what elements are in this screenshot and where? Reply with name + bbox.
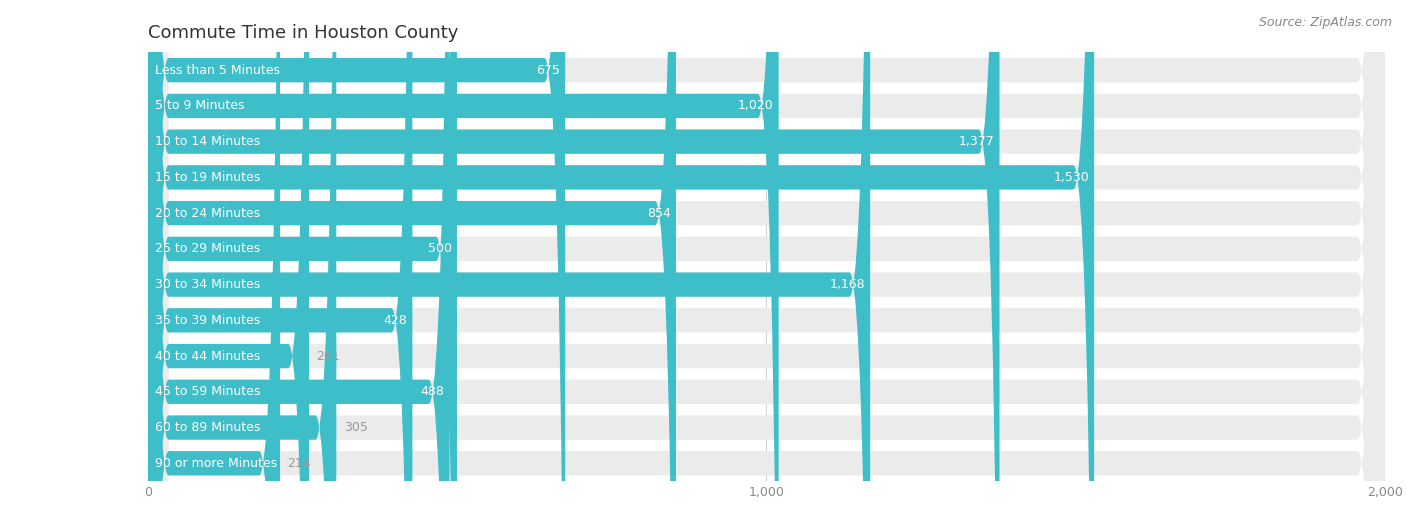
FancyBboxPatch shape <box>148 0 1385 523</box>
Text: 261: 261 <box>316 349 340 362</box>
Text: 30 to 34 Minutes: 30 to 34 Minutes <box>155 278 260 291</box>
Text: Commute Time in Houston County: Commute Time in Houston County <box>148 25 458 42</box>
Text: 305: 305 <box>343 421 367 434</box>
Text: 20 to 24 Minutes: 20 to 24 Minutes <box>155 207 260 220</box>
Text: 60 to 89 Minutes: 60 to 89 Minutes <box>155 421 260 434</box>
FancyBboxPatch shape <box>148 0 1094 523</box>
FancyBboxPatch shape <box>148 0 1000 523</box>
Text: 1,020: 1,020 <box>738 99 773 112</box>
Text: 40 to 44 Minutes: 40 to 44 Minutes <box>155 349 260 362</box>
FancyBboxPatch shape <box>148 0 457 523</box>
FancyBboxPatch shape <box>148 0 309 523</box>
FancyBboxPatch shape <box>148 0 1385 523</box>
Text: 675: 675 <box>536 64 560 77</box>
FancyBboxPatch shape <box>148 0 1385 523</box>
Text: 25 to 29 Minutes: 25 to 29 Minutes <box>155 242 260 255</box>
Text: 15 to 19 Minutes: 15 to 19 Minutes <box>155 171 260 184</box>
Text: 428: 428 <box>384 314 408 327</box>
FancyBboxPatch shape <box>148 0 280 523</box>
Text: 35 to 39 Minutes: 35 to 39 Minutes <box>155 314 260 327</box>
Text: Less than 5 Minutes: Less than 5 Minutes <box>155 64 280 77</box>
Text: 854: 854 <box>647 207 671 220</box>
FancyBboxPatch shape <box>148 0 1385 523</box>
FancyBboxPatch shape <box>148 0 676 523</box>
FancyBboxPatch shape <box>148 0 1385 523</box>
FancyBboxPatch shape <box>148 0 1385 523</box>
FancyBboxPatch shape <box>148 0 1385 523</box>
Text: 500: 500 <box>427 242 451 255</box>
Text: 488: 488 <box>420 385 444 399</box>
Text: 1,168: 1,168 <box>830 278 865 291</box>
Text: 10 to 14 Minutes: 10 to 14 Minutes <box>155 135 260 148</box>
FancyBboxPatch shape <box>148 0 565 523</box>
FancyBboxPatch shape <box>148 0 412 523</box>
Text: 5 to 9 Minutes: 5 to 9 Minutes <box>155 99 245 112</box>
Text: 1,377: 1,377 <box>959 135 994 148</box>
Text: 1,530: 1,530 <box>1053 171 1090 184</box>
FancyBboxPatch shape <box>148 0 336 523</box>
FancyBboxPatch shape <box>148 0 1385 523</box>
FancyBboxPatch shape <box>148 0 1385 523</box>
FancyBboxPatch shape <box>148 0 1385 523</box>
Text: Source: ZipAtlas.com: Source: ZipAtlas.com <box>1258 16 1392 29</box>
FancyBboxPatch shape <box>148 0 1385 523</box>
FancyBboxPatch shape <box>148 0 1385 523</box>
Text: 45 to 59 Minutes: 45 to 59 Minutes <box>155 385 260 399</box>
Text: 214: 214 <box>287 457 311 470</box>
FancyBboxPatch shape <box>148 0 779 523</box>
FancyBboxPatch shape <box>148 0 450 523</box>
Text: 90 or more Minutes: 90 or more Minutes <box>155 457 277 470</box>
FancyBboxPatch shape <box>148 0 870 523</box>
